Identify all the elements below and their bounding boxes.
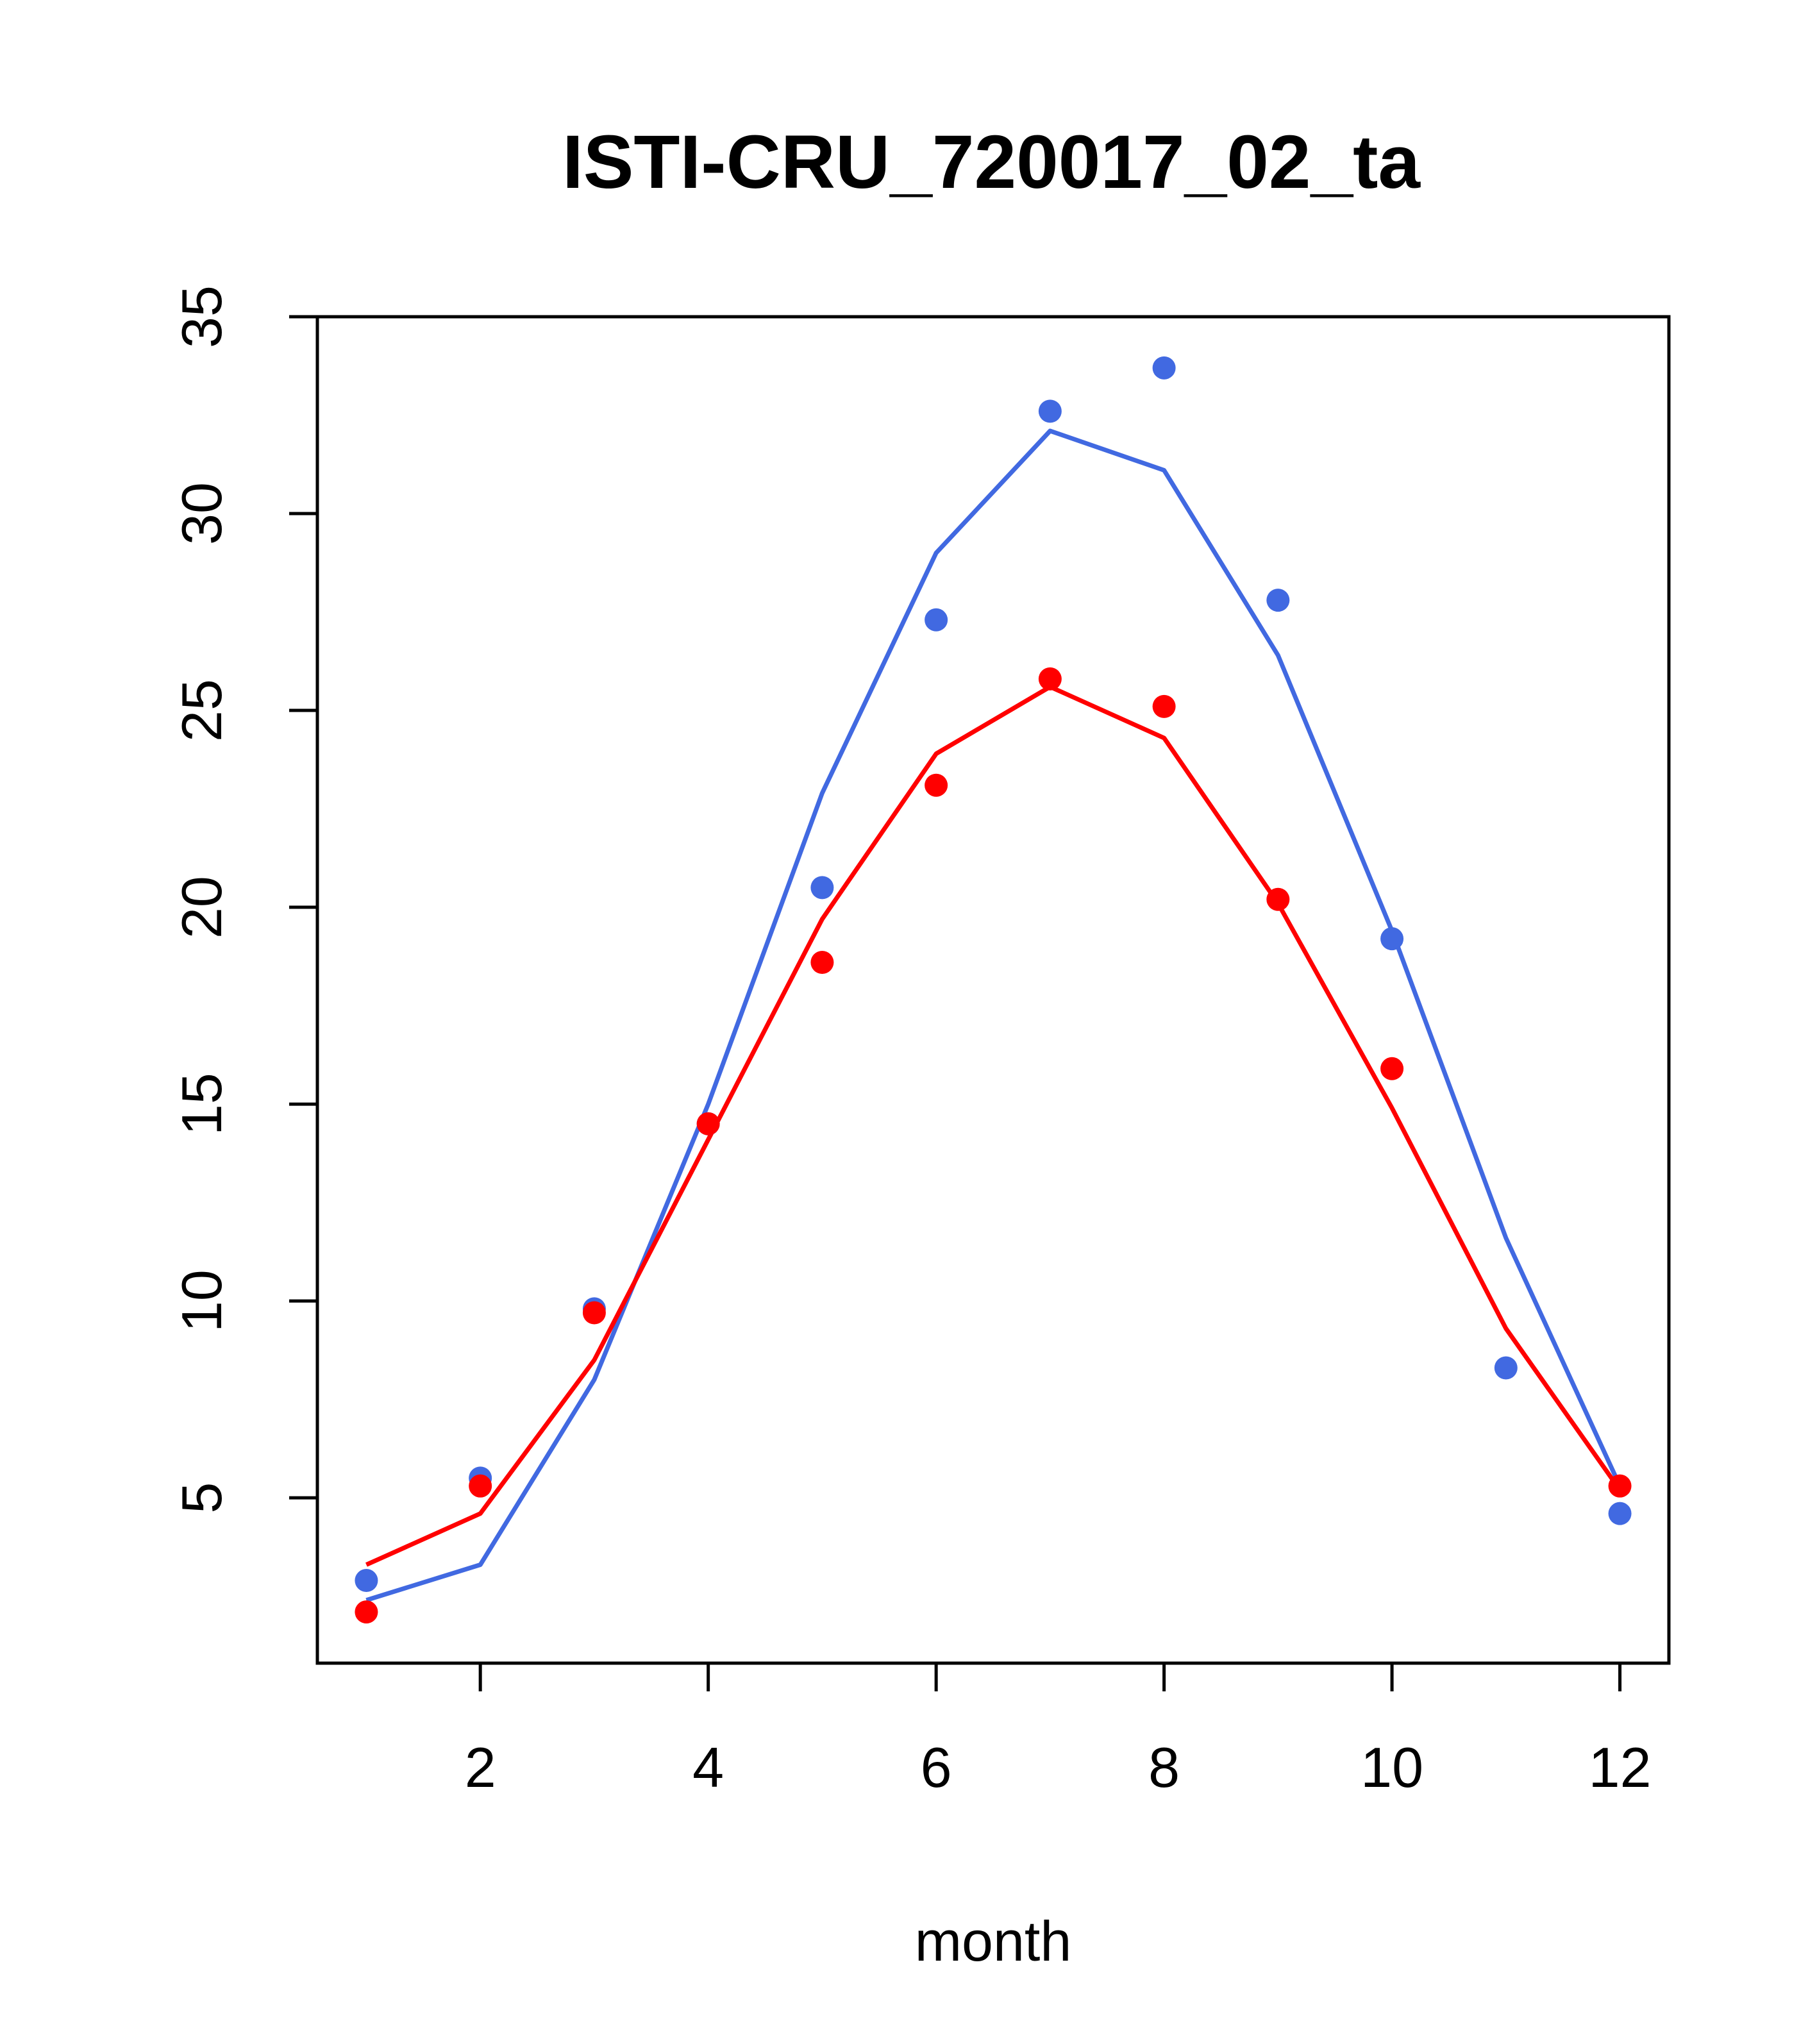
y-tick-label: 20: [170, 876, 233, 939]
red-data-point: [582, 1301, 606, 1325]
y-axis: 5 10 15 20 25 30 35: [170, 285, 319, 1514]
red-data-point: [810, 951, 834, 975]
red-data-point: [469, 1474, 492, 1498]
red-data-point: [355, 1600, 378, 1624]
y-tick-label: 5: [170, 1482, 233, 1514]
red-data-point: [1038, 667, 1062, 691]
red-series-line: [365, 684, 1622, 1567]
x-axis: 2 4 6 8 10 12: [465, 1661, 1652, 1799]
x-tick-label: 8: [1148, 1736, 1180, 1799]
blue-data-point: [1380, 927, 1404, 951]
blue-data-point: [1608, 1502, 1632, 1525]
blue-data-point: [1494, 1356, 1518, 1380]
y-tick-label: 10: [170, 1269, 233, 1332]
blue-data-point: [1266, 589, 1290, 612]
chart-title: ISTI-CRU_720017_02_ta: [562, 120, 1421, 205]
blue-data-point: [925, 608, 948, 632]
x-tick-label: 6: [921, 1736, 952, 1799]
red-data-point: [1266, 887, 1290, 911]
x-tick-label: 4: [692, 1736, 724, 1799]
x-axis-label: month: [915, 1909, 1072, 1973]
blue-data-point: [1152, 356, 1176, 380]
series-lines: [365, 428, 1622, 1603]
x-tick-label: 10: [1361, 1736, 1423, 1799]
x-tick-label: 2: [465, 1736, 496, 1799]
blue-data-point: [355, 1569, 378, 1593]
blue-data-point: [810, 876, 834, 900]
red-data-point: [925, 773, 948, 797]
red-data-point: [1608, 1474, 1632, 1498]
y-tick-label: 35: [170, 285, 233, 348]
red-data-point: [696, 1112, 720, 1135]
blue-data-point: [1038, 399, 1062, 423]
y-tick-label: 15: [170, 1073, 233, 1135]
y-tick-label: 25: [170, 679, 233, 742]
blue-series-line: [365, 428, 1622, 1603]
x-tick-label: 12: [1589, 1736, 1652, 1799]
y-tick-label: 30: [170, 482, 233, 545]
red-data-point: [1380, 1057, 1404, 1080]
series-points: [355, 356, 1632, 1624]
red-data-point: [1152, 694, 1176, 718]
